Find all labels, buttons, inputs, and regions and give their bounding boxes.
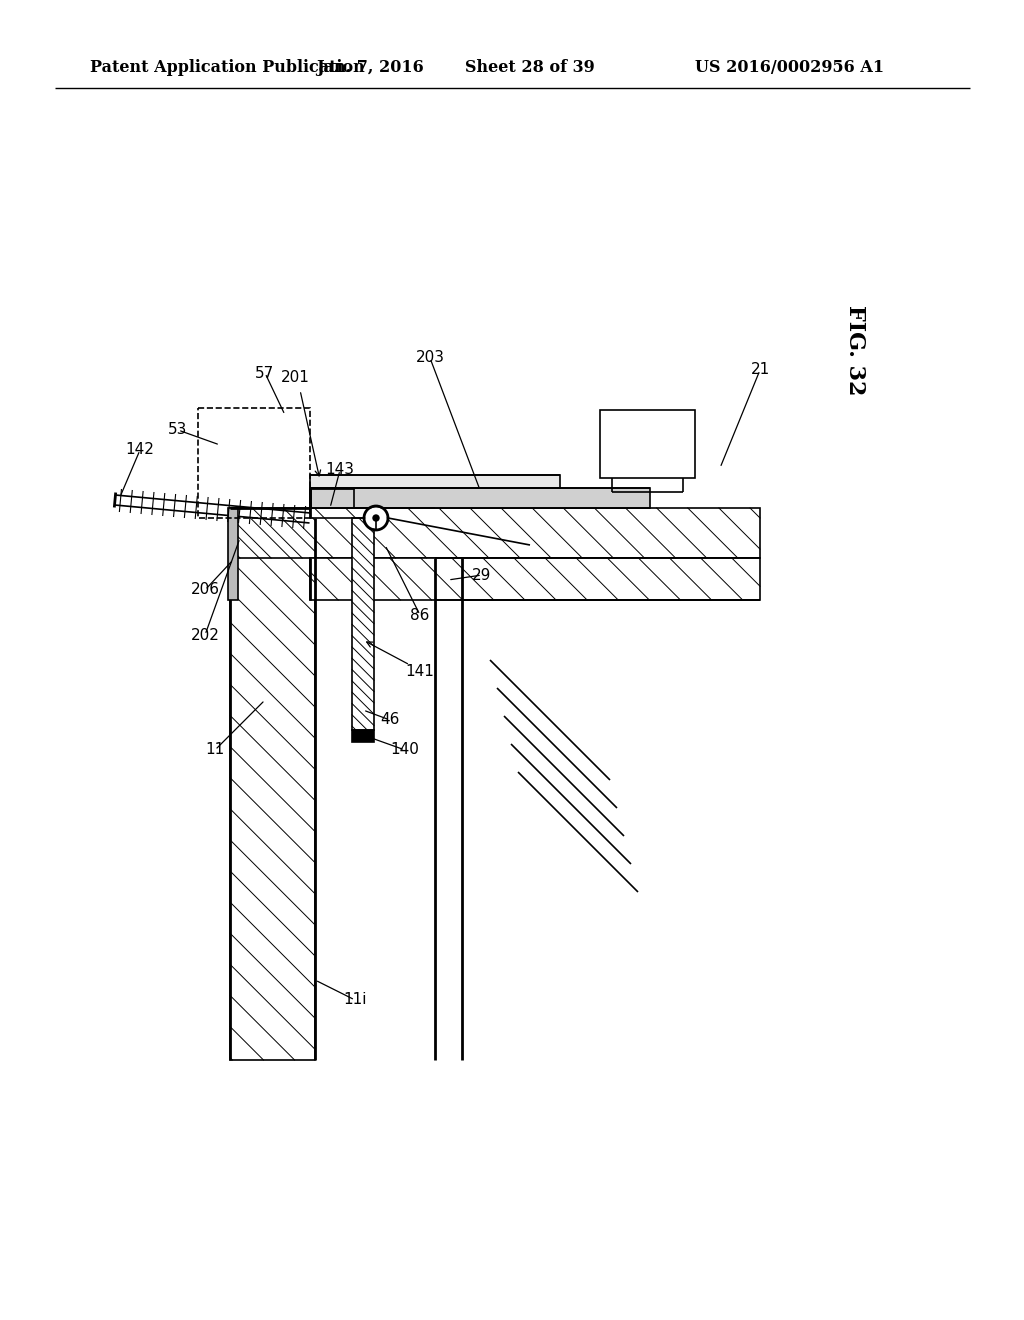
Text: US 2016/0002956 A1: US 2016/0002956 A1 [695, 59, 885, 77]
Text: Sheet 28 of 39: Sheet 28 of 39 [465, 59, 595, 77]
Bar [198, 408, 310, 517]
Text: 29: 29 [472, 568, 492, 582]
Text: 21: 21 [751, 363, 770, 378]
Text: 143: 143 [326, 462, 354, 478]
Bar [310, 488, 650, 508]
Text: 202: 202 [190, 627, 219, 643]
Text: Patent Application Publication: Patent Application Publication [90, 59, 365, 77]
Bar [230, 517, 315, 1060]
Bar [352, 517, 374, 730]
Bar [310, 558, 760, 601]
Text: 203: 203 [416, 351, 444, 366]
Text: 11i: 11i [343, 993, 367, 1007]
Text: 53: 53 [168, 422, 187, 437]
Text: 140: 140 [390, 742, 420, 758]
Bar [352, 730, 374, 742]
Bar [310, 475, 560, 488]
Text: 11: 11 [206, 742, 224, 758]
Text: 57: 57 [255, 366, 274, 380]
Text: 201: 201 [281, 371, 309, 385]
Bar [230, 508, 760, 558]
Bar [600, 411, 695, 478]
Circle shape [373, 515, 379, 521]
Bar [228, 508, 238, 601]
Text: 86: 86 [411, 607, 430, 623]
Text: Jan. 7, 2016: Jan. 7, 2016 [316, 59, 424, 77]
Text: 46: 46 [380, 713, 399, 727]
Circle shape [366, 508, 386, 528]
Text: 141: 141 [406, 664, 434, 680]
Text: FIG. 32: FIG. 32 [844, 305, 866, 395]
Text: 206: 206 [190, 582, 219, 598]
Text: 142: 142 [126, 442, 155, 458]
